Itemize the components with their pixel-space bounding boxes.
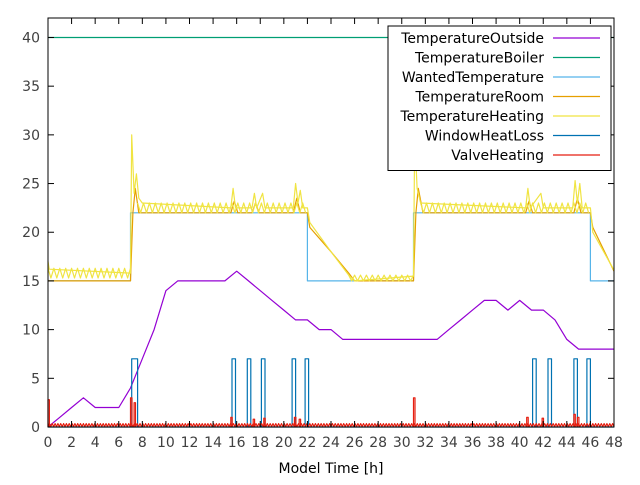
legend-label-valve-heating: ValveHeating	[451, 148, 544, 164]
series-spike-valve-heating	[573, 413, 576, 427]
x-tick-label: 16	[228, 435, 246, 451]
series-spike-valve-heating	[129, 397, 133, 427]
x-tick-label: 22	[299, 435, 317, 451]
series-spike-valve-heating	[230, 416, 233, 427]
legend: TemperatureOutside TemperatureBoiler Wante…	[387, 25, 612, 171]
x-tick-label: 40	[511, 435, 529, 451]
x-tick-label: 30	[393, 435, 411, 451]
series-oscillation-temperature-heating	[47, 267, 132, 279]
series-pulse-window-heat-loss	[231, 358, 237, 427]
x-tick-label: 8	[138, 435, 147, 451]
legend-box	[387, 25, 612, 171]
y-tick-label: 40	[22, 30, 40, 46]
y-tick-label: 10	[22, 323, 40, 339]
series-line-temperature-heating	[47, 134, 615, 282]
y-tick-label: 25	[22, 177, 40, 193]
x-tick-label: 24	[322, 435, 340, 451]
x-tick-label: 14	[204, 435, 222, 451]
series-spike-valve-heating	[412, 397, 416, 427]
x-tick-label: 18	[251, 435, 269, 451]
series-spike-valve-heating	[576, 416, 580, 427]
x-tick-label: 4	[91, 435, 100, 451]
legend-label-temperature-boiler: TemperatureBoiler	[414, 51, 544, 67]
series-pulse-window-heat-loss	[291, 358, 297, 427]
x-tick-label: 46	[582, 435, 600, 451]
legend-label-temperature-room: TemperatureRoom	[414, 90, 544, 106]
x-tick-label: 26	[346, 435, 364, 451]
x-tick-label: 42	[534, 435, 552, 451]
legend-label-window-heat-loss: WindowHeatLoss	[425, 129, 544, 145]
legend-label-temperature-outside: TemperatureOutside	[400, 31, 544, 47]
series-spike-valve-heating	[133, 402, 137, 427]
y-tick-label: 20	[22, 225, 40, 241]
series-pulse-window-heat-loss	[586, 358, 591, 427]
series-pulse-window-heat-loss	[131, 358, 139, 427]
series-line-temperature-outside	[47, 270, 614, 428]
series-pulse-window-heat-loss	[532, 358, 537, 427]
x-tick-label: 6	[114, 435, 123, 451]
x-tick-label: 48	[605, 435, 623, 451]
x-tick-label: 28	[369, 435, 387, 451]
series-temperature-room	[48, 187, 615, 282]
x-tick-label: 2	[67, 435, 76, 451]
series-temperature-outside	[47, 270, 614, 428]
series-temperature-heating	[47, 134, 615, 282]
x-tick-label: 0	[44, 435, 53, 451]
x-tick-label: 38	[487, 435, 505, 451]
y-tick-label: 35	[22, 79, 40, 95]
series-spike-valve-heating	[263, 417, 266, 427]
y-tick-label: 15	[22, 274, 40, 290]
x-tick-label: 20	[275, 435, 293, 451]
series-spike-valve-heating	[252, 418, 256, 427]
x-tick-label: 44	[558, 435, 576, 451]
x-tick-label: 36	[464, 435, 482, 451]
series-spike-valve-heating	[298, 418, 302, 427]
x-axis-label: Model Time [h]	[279, 461, 384, 477]
x-tick-label: 12	[181, 435, 199, 451]
y-tick-label: 0	[31, 420, 40, 436]
series-pulse-window-heat-loss	[547, 358, 553, 427]
series-pulse-window-heat-loss	[573, 358, 578, 427]
x-tick-label: 32	[416, 435, 434, 451]
y-tick-label: 30	[22, 128, 40, 144]
x-tick-label: 34	[440, 435, 458, 451]
legend-label-temperature-heating: TemperatureHeating	[399, 109, 544, 125]
x-tick-label: 10	[157, 435, 175, 451]
legend-label-wanted-temperature: WantedTemperature	[402, 70, 544, 86]
series-line-temperature-room	[48, 187, 615, 282]
series-pulse-window-heat-loss	[246, 358, 252, 427]
y-tick-label: 5	[31, 371, 40, 387]
series-pulse-window-heat-loss	[304, 358, 310, 427]
series-pulse-window-heat-loss	[260, 358, 266, 427]
series-spike-valve-heating	[526, 416, 529, 427]
series-spike-valve-heating	[293, 416, 297, 427]
